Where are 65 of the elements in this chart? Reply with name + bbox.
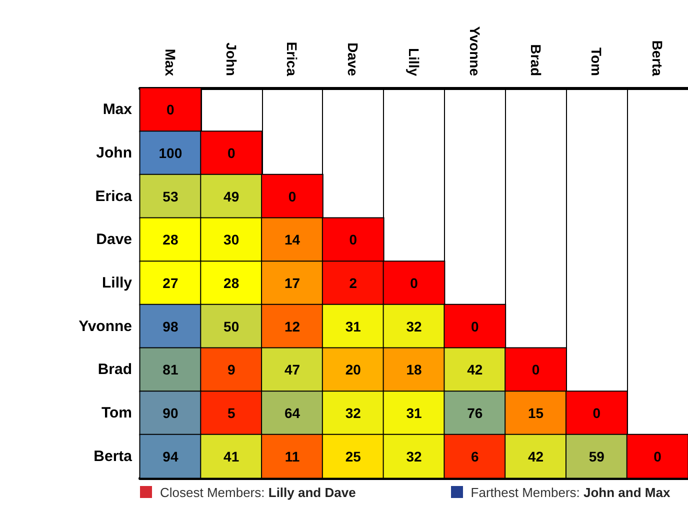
y-tick-label: Tom	[101, 404, 132, 422]
data-label: 32	[406, 448, 422, 464]
data-label: 20	[345, 362, 362, 378]
data-label: 50	[224, 318, 240, 334]
data-label: 0	[288, 188, 296, 204]
data-label: 28	[162, 232, 178, 248]
data-label: 28	[224, 275, 240, 291]
data-label: 90	[162, 405, 178, 421]
x-tick-label: Tom	[588, 47, 605, 76]
data-label: 59	[588, 448, 605, 464]
x-tick-label: Erica	[284, 42, 300, 76]
data-label: 41	[224, 448, 240, 464]
y-tick-label: Dave	[96, 231, 132, 248]
x-tick-label: Max	[162, 48, 178, 76]
data-label: 30	[224, 232, 240, 248]
data-label: 32	[406, 318, 422, 334]
data-label: 27	[162, 275, 178, 291]
y-tick-label: Brad	[98, 361, 132, 378]
data-label: 98	[162, 318, 178, 334]
data-label: 31	[406, 405, 422, 421]
data-label: 64	[284, 405, 300, 421]
text: Farthest Members: John and Max	[470, 484, 670, 500]
x-tick-label: Lilly	[406, 48, 422, 76]
y-tick-label: Max	[102, 101, 133, 118]
y-tick-label: Lilly	[102, 274, 133, 292]
data-label: 5	[227, 405, 236, 421]
data-label: 47	[284, 362, 300, 378]
x-tick-label: Berta	[650, 40, 666, 76]
data-label: 2	[349, 275, 358, 291]
data-label: 42	[467, 362, 483, 378]
y-tick-label: Berta	[94, 448, 133, 465]
data-label: 32	[345, 405, 362, 421]
data-label: 94	[162, 448, 178, 464]
y-tick-label: Erica	[95, 188, 133, 205]
data-label: 12	[284, 318, 300, 334]
y-tick-label: Yvonne	[78, 318, 132, 335]
text: Closest Members: Lilly and Dave	[160, 484, 356, 500]
x-tick-label: Dave	[345, 42, 362, 76]
data-label: 42	[528, 448, 544, 464]
data-label: 0	[592, 405, 601, 421]
data-label: 31	[345, 318, 362, 334]
data-label: 11	[284, 448, 300, 464]
data-label: 9	[227, 362, 236, 378]
data-label: 14	[284, 232, 300, 248]
data-label: 25	[345, 448, 362, 464]
x-tick-label: Brad	[528, 44, 544, 76]
data-label: 6	[470, 448, 479, 464]
data-label: 0	[654, 448, 662, 464]
data-label: 0	[227, 145, 236, 161]
data-label: 0	[349, 232, 358, 248]
data-label: 18	[406, 362, 422, 378]
y-tick-label: John	[96, 144, 132, 162]
data-label: 0	[470, 318, 479, 334]
data-label: 0	[410, 275, 418, 291]
data-label: 100	[158, 145, 182, 161]
data-label: 53	[162, 188, 178, 204]
data-label: 17	[284, 275, 300, 291]
x-tick-label: Yvonne	[466, 26, 483, 76]
data-label: 0	[532, 362, 540, 378]
data-label: 81	[162, 362, 178, 378]
x-tick-label: John	[223, 42, 240, 76]
data-label: 0	[166, 102, 175, 118]
data-label: 15	[528, 405, 544, 421]
data-label: 76	[467, 405, 483, 421]
data-label: 49	[224, 188, 240, 204]
